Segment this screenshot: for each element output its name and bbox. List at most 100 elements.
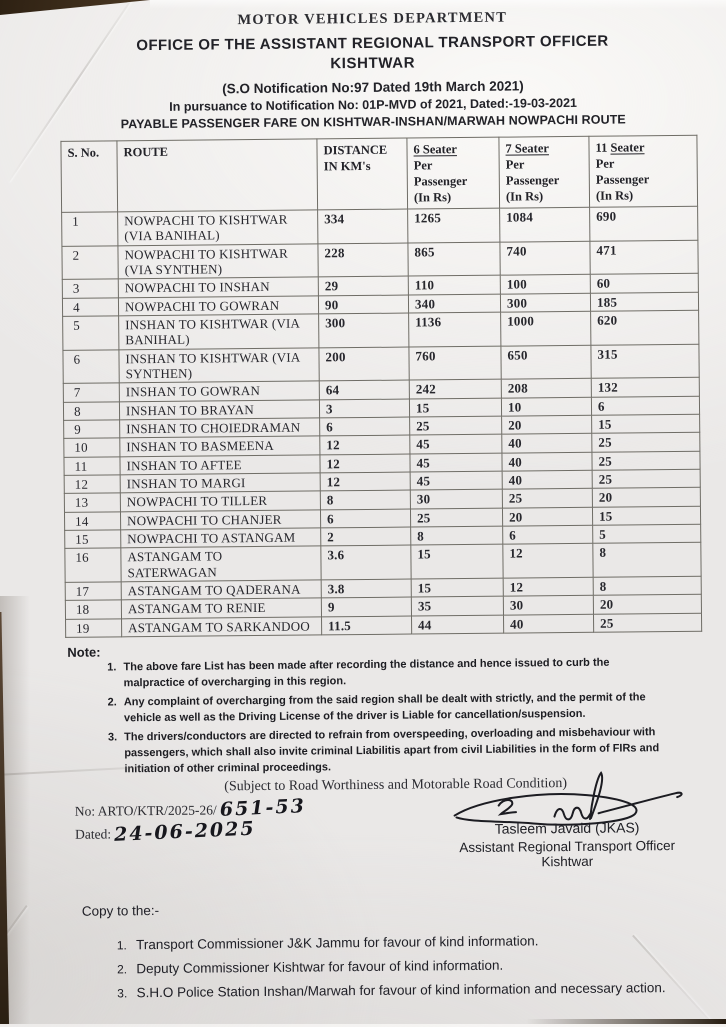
fare-6-seater-cell: 35 (411, 596, 503, 615)
distance-cell: 300 (319, 313, 409, 348)
serial-cell: 2 (62, 245, 118, 279)
subject-line: PAYABLE PASSENGER FARE ON KISHTWAR-INSHA… (38, 112, 708, 132)
fare-7-seater-cell: 12 (503, 577, 593, 596)
fare-7-seater-cell: 25 (502, 489, 592, 508)
serial-cell: 8 (63, 401, 119, 420)
date-handwritten: 24-06-2025 (114, 818, 256, 846)
route-cell: ASTANGAM TO QADERANA (121, 580, 321, 600)
fare-7-seater-cell: 6 (503, 525, 593, 544)
fare-11-seater-cell: 20 (593, 594, 701, 613)
copy-item: S.H.O Police Station Inshan/Marwah for f… (131, 980, 726, 1001)
route-cell: NOWPACHI TO INSHAN (118, 277, 318, 297)
paper-curl-highlight (150, 0, 726, 9)
fare-11-seater-cell: 15 (592, 506, 700, 525)
fare-11-seater-cell: 690 (590, 206, 698, 241)
col-header-text: Passenger (414, 173, 495, 190)
serial-cell: 13 (64, 493, 120, 512)
fare-6-seater-cell: 340 (408, 294, 500, 313)
route-cell: NOWPACHI TO GOWRAN (118, 296, 318, 316)
serial-cell: 3 (62, 279, 118, 298)
fare-7-seater-cell: 1084 (500, 207, 590, 242)
fare-7-seater-cell: 40 (502, 452, 592, 471)
fare-7-seater-cell: 1000 (501, 311, 591, 346)
seater-label: 6 Seater (413, 141, 494, 158)
fare-7-seater-cell: 30 (503, 596, 593, 615)
col-header-7-seater: 7 Seater Per Passenger (In Rs) (499, 136, 590, 208)
route-cell: ASTANGAM TO SARKANDOO (122, 616, 322, 636)
route-cell: INSHAN TO GOWRAN (119, 381, 319, 401)
route-cell: ASTANGAM TO SATERWAGAN (121, 546, 321, 582)
fare-7-seater-cell: 740 (500, 241, 590, 276)
reference-number-handwritten: 651-53 (219, 796, 306, 822)
fare-6-seater-cell: 25 (410, 416, 502, 435)
fare-11-seater-cell: 6 (591, 396, 699, 415)
route-cell: INSHAN TO KISHTWAR (VIA BANIHAL) (119, 314, 319, 350)
col-header-text: S. No. (67, 144, 112, 160)
route-cell: INSHAN TO KISHTWAR (VIA SYNTHEN) (119, 348, 319, 384)
route-cell: INSHAN TO MARGI (120, 473, 320, 493)
office-title: OFFICE OF THE ASSISTANT REGIONAL TRANSPO… (37, 32, 707, 55)
fare-11-seater-cell: 25 (592, 469, 700, 488)
route-cell: INSHAN TO AFTEE (120, 455, 320, 475)
fare-11-seater-cell: 20 (592, 488, 700, 507)
col-header-11-seater: 11 Seater Per Passenger (In Rs) (589, 135, 698, 207)
distance-cell: 2 (321, 527, 411, 546)
serial-cell: 1 (62, 212, 118, 246)
fare-11-seater-cell: 185 (590, 292, 698, 311)
fare-11-seater-cell: 15 (592, 414, 700, 433)
distance-cell: 6 (320, 417, 410, 436)
col-header-text: (In Rs) (596, 187, 693, 204)
fare-table-head: S. No. ROUTE DISTANCE IN KM's 6 Seater P… (61, 135, 698, 212)
serial-cell: 11 (64, 456, 120, 475)
col-header-distance: DISTANCE IN KM's (317, 138, 408, 210)
note-item: The above fare List has been made after … (119, 654, 721, 692)
serial-cell: 15 (65, 530, 121, 549)
distance-cell: 334 (318, 209, 408, 244)
route-cell: NOWPACHI TO CHANJER (120, 509, 320, 529)
fare-6-seater-cell: 44 (411, 615, 503, 634)
distance-cell: 8 (320, 490, 410, 509)
fare-7-seater-cell: 100 (500, 275, 590, 294)
route-cell: NOWPACHI TO KISHTWAR (VIA SYNTHEN) (118, 244, 318, 280)
seater-prefix: 11 (595, 141, 610, 155)
fare-11-seater-cell: 8 (593, 576, 701, 595)
distance-cell: 12 (320, 435, 410, 454)
office-place: KISHTWAR (38, 52, 708, 75)
serial-cell: 18 (65, 600, 121, 619)
serial-cell: 7 (63, 383, 119, 402)
fare-11-seater-cell: 25 (592, 433, 700, 452)
doc-header: MOTOR VEHICLES DEPARTMENT OFFICE OF THE … (37, 8, 708, 132)
distance-cell: 64 (319, 380, 409, 399)
reference-block: No: ARTO/KTR/2025-26/651-53 Dated:24-06-… (75, 796, 431, 844)
fare-7-seater-cell: 20 (502, 415, 592, 434)
background-surface-bottom-edge (526, 1019, 726, 1024)
fare-table: S. No. ROUTE DISTANCE IN KM's 6 Seater P… (60, 135, 702, 638)
route-cell: INSHAN TO BASMEENA (120, 436, 320, 456)
col-header-text: IN KM's (324, 158, 403, 175)
copy-list: Transport Commissioner J&K Jammu for fav… (106, 932, 726, 1001)
fare-11-seater-cell: 25 (592, 451, 700, 470)
fare-7-seater-cell: 12 (503, 544, 593, 579)
route-cell: ASTANGAM TO RENIE (121, 598, 321, 618)
fare-6-seater-cell: 45 (410, 471, 502, 490)
reference-number-prefix: No: ARTO/KTR/2025-26/ (75, 803, 217, 819)
date-label: Dated: (75, 827, 111, 842)
col-header-text: ROUTE (123, 142, 312, 160)
fare-6-seater-cell: 15 (409, 398, 501, 417)
fare-6-seater-cell: 8 (411, 526, 503, 545)
distance-cell: 6 (320, 509, 410, 528)
fare-7-seater-cell: 40 (502, 434, 592, 453)
fare-6-seater-cell: 110 (408, 275, 500, 294)
distance-cell: 12 (320, 454, 410, 473)
department-title: MOTOR VEHICLES DEPARTMENT (37, 8, 707, 31)
fare-11-seater-cell: 620 (591, 310, 699, 345)
fare-11-seater-cell: 8 (593, 542, 701, 577)
fare-header-row: S. No. ROUTE DISTANCE IN KM's 6 Seater P… (61, 135, 698, 212)
serial-cell: 4 (62, 297, 118, 316)
fare-6-seater-cell: 15 (411, 544, 503, 579)
copy-item: Deputy Commissioner Kishtwar for favour … (130, 956, 726, 977)
copy-heading: Copy to the:- (82, 898, 726, 919)
distance-cell: 3.6 (321, 545, 411, 580)
fare-6-seater-cell: 1136 (409, 312, 501, 347)
